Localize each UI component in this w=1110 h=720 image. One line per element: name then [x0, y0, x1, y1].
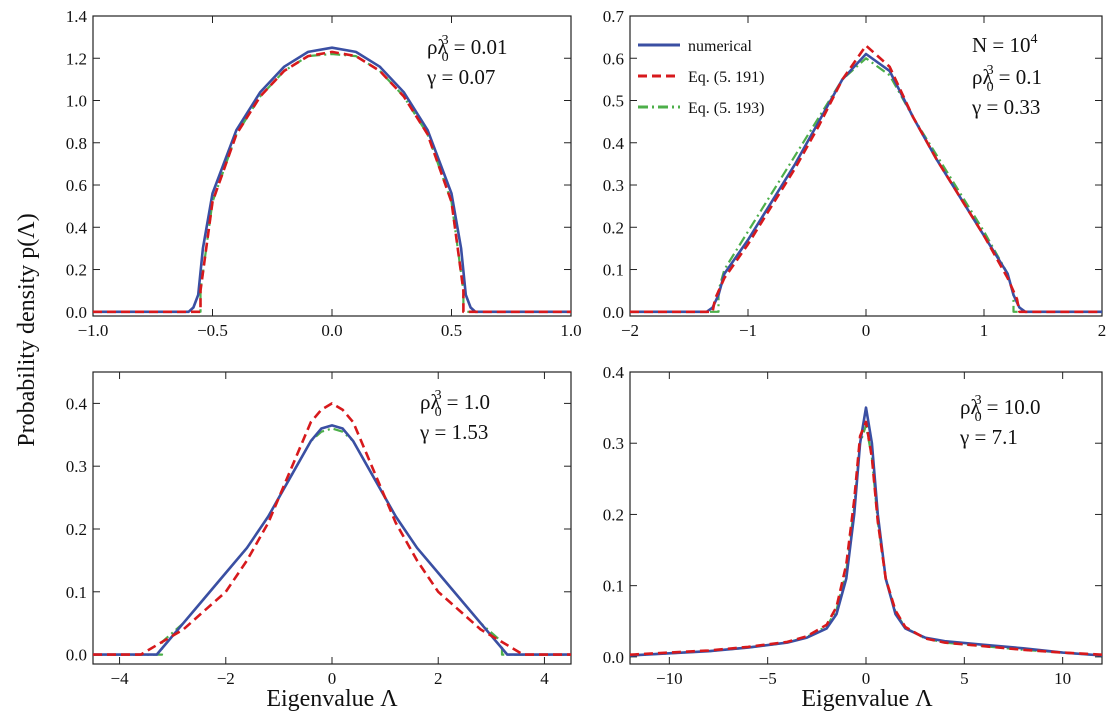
y-tick-label: 0.0 [603, 648, 624, 667]
annotation-rho: ρλ03 = 10.0 [960, 393, 1041, 425]
y-tick-label: 0.8 [66, 134, 87, 153]
x-tick-label: −4 [111, 669, 130, 688]
series-line-numerical [629, 406, 1103, 657]
series-line-numerical [93, 46, 571, 314]
x-tick-label: −2 [621, 321, 639, 340]
y-tick-label: 0.6 [603, 49, 624, 68]
y-tick-label: 0.0 [603, 303, 624, 322]
x-tick-label: 0 [862, 669, 871, 688]
y-tick-label: 0.4 [66, 394, 88, 413]
y-tick-label: 0.5 [603, 92, 624, 111]
annotation-gamma: γ = 1.53 [419, 420, 488, 444]
y-tick-label: 0.3 [66, 457, 87, 476]
y-tick-label: 0.1 [603, 577, 624, 596]
panel-bottom-right: −10 −5 0 5 10 0.0 0.1 0.2 0.3 0.4 ρλ03 = 10.0γ = 7.… [603, 363, 1103, 688]
annotation-gamma: γ = 7.1 [959, 425, 1018, 449]
x-tick-label: −0.5 [197, 321, 228, 340]
panel-top-left: −1.0 −0.5 0.0 0.5 1.0 0.0 0.2 0.4 0.6 0.8 1.0 1.2 1.… [66, 7, 582, 340]
y-tick-label: 0.4 [603, 363, 625, 382]
legend-label: Eq. (5. 191) [688, 69, 764, 86]
series-line-eq193 [629, 424, 1103, 657]
x-tick-label: −5 [759, 669, 777, 688]
y-tick-label: 0.3 [603, 176, 624, 195]
y-tick-label: 0.2 [66, 261, 87, 280]
y-tick-label: 0.2 [66, 520, 87, 539]
plot-frame [92, 371, 572, 665]
y-tick-label: 0.1 [603, 261, 624, 280]
x-tick-label: 0 [862, 321, 871, 340]
annotation-rho: ρλ03 = 1.0 [420, 388, 490, 420]
series-line-numerical [93, 424, 571, 656]
y-tick-label: 0.4 [603, 134, 625, 153]
x-tick-label: 0 [328, 669, 337, 688]
x-tick-label: 1 [980, 321, 989, 340]
annotation-gamma: γ = 0.33 [971, 95, 1040, 119]
x-tick-label: −1 [739, 321, 757, 340]
series-line-eq191 [630, 44, 1102, 314]
plot-frame [629, 15, 1103, 317]
legend-label: Eq. (5. 193) [688, 100, 764, 117]
series-line-eq191 [93, 50, 571, 314]
x-tick-label: 0.5 [441, 321, 462, 340]
x-axis-label-left: Eigenvalue Λ [266, 686, 398, 712]
y-tick-label: 0.0 [66, 646, 87, 665]
annotation-n: N = 104 [972, 32, 1038, 57]
y-tick-label: 0.7 [603, 7, 625, 26]
series-line-numerical [630, 52, 1102, 314]
x-tick-label: 2 [1098, 321, 1107, 340]
x-tick-label: −10 [656, 669, 683, 688]
x-tick-label: −2 [217, 669, 235, 688]
legend: numerical Eq. (5. 191) Eq. (5. 193) [638, 38, 764, 117]
y-tick-label: 0.2 [603, 218, 624, 237]
annotation-rho: ρλ03 = 0.01 [427, 33, 508, 65]
y-tick-label: 0.2 [603, 505, 624, 524]
x-tick-label: 4 [540, 669, 549, 688]
x-tick-label: 5 [960, 669, 969, 688]
series-line-eq193 [93, 52, 571, 313]
y-tick-label: 0.0 [66, 303, 87, 322]
x-axis-label-right: Eigenvalue Λ [801, 686, 933, 712]
x-tick-label: 1.0 [560, 321, 581, 340]
y-tick-label: 0.4 [66, 218, 88, 237]
series-line-eq193 [93, 427, 571, 656]
x-tick-label: 2 [434, 669, 443, 688]
y-tick-label: 0.6 [66, 176, 87, 195]
series-line-eq191 [93, 402, 571, 656]
x-tick-label: 0.0 [321, 321, 342, 340]
y-tick-label: 1.2 [66, 49, 87, 68]
y-tick-label: 0.3 [603, 434, 624, 453]
y-tick-label: 1.0 [66, 92, 87, 111]
y-tick-label: 1.4 [66, 7, 88, 26]
series-line-eq191 [629, 420, 1103, 656]
x-tick-label: 10 [1054, 669, 1071, 688]
panel-bottom-left: −4 −2 0 2 4 0.0 0.1 0.2 0.3 0.4 ρλ03 = 1.0γ = 1.53 [66, 371, 572, 688]
y-axis-label: Probability density p(Λ) [14, 213, 40, 446]
annotation-gamma: γ = 0.07 [426, 65, 495, 89]
annotation-rho: ρλ03 = 0.1 [972, 63, 1042, 95]
legend-label: numerical [688, 38, 753, 55]
plot-frame [92, 15, 572, 317]
panel-top-right: −2 −1 0 1 2 0.0 0.1 0.2 0.3 0.4 0.5 0.6 0.7 N = 104 ρλ… [603, 7, 1107, 340]
x-tick-label: −1.0 [78, 321, 109, 340]
y-tick-label: 0.1 [66, 583, 87, 602]
